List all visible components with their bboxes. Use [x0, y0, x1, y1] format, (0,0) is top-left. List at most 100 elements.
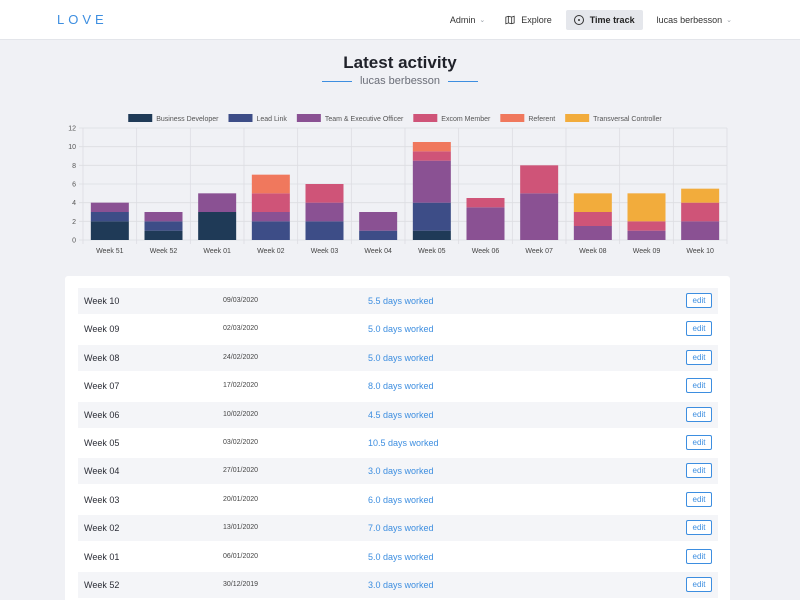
bar-segment	[144, 212, 183, 222]
legend-label: Excom Member	[441, 116, 491, 123]
bar-segment	[466, 207, 505, 240]
legend-swatch	[500, 114, 525, 122]
x-tick-label: Week 02	[257, 248, 285, 255]
edit-button[interactable]: edit	[686, 349, 712, 365]
edit-button[interactable]: edit	[686, 406, 712, 422]
bar-segment	[573, 193, 612, 212]
row-days-worked[interactable]: 6.0 days worked	[368, 494, 434, 505]
x-tick-label: Week 08	[579, 248, 607, 255]
edit-button[interactable]: edit	[686, 491, 712, 507]
edit-button[interactable]: edit	[686, 378, 712, 394]
row-date: 24/02/2020	[223, 353, 259, 361]
legend-swatch	[296, 114, 321, 122]
x-tick-label: Week 06	[472, 248, 500, 255]
x-tick-label: Week 04	[364, 248, 392, 255]
x-tick-label: Week 09	[633, 248, 661, 255]
bar-segment	[681, 188, 720, 203]
edit-button[interactable]: edit	[686, 463, 712, 479]
legend-label: Lead Link	[256, 116, 287, 123]
bar-segment	[627, 193, 666, 222]
bar-segment	[198, 193, 237, 212]
row-week: Week 09	[84, 324, 120, 335]
row-days-worked[interactable]: 10.5 days worked	[368, 438, 439, 448]
row-days-worked[interactable]: 4.5 days worked	[368, 409, 434, 420]
nav-admin[interactable]: Admin ⌄	[442, 10, 493, 30]
row-date: 30/12/2019	[223, 581, 259, 588]
nav-admin-label: Admin	[449, 15, 476, 25]
legend-swatch	[565, 114, 590, 122]
bar-segment	[412, 142, 451, 152]
nav-explore[interactable]: Explore	[497, 10, 560, 30]
activity-chart: Business Developer Lead Link Team & Execut…	[68, 114, 728, 255]
y-tick-label: 2	[72, 219, 76, 226]
bar-segment	[305, 202, 344, 222]
row-days-worked[interactable]: 7.0 days worked	[368, 523, 434, 534]
legend-label: Referent	[528, 116, 555, 123]
row-date: 10/02/2020	[223, 410, 259, 418]
row-days-worked[interactable]: 5.0 days worked	[368, 352, 434, 363]
bar-segment	[573, 226, 612, 240]
row-week: Week 03	[84, 494, 120, 505]
bar-segment	[198, 212, 237, 240]
y-tick-label: 4	[72, 200, 76, 207]
table-row: Week 02 13/01/2020 7.0 days worked edit	[78, 515, 718, 542]
x-tick-label: Week 03	[311, 248, 339, 255]
y-tick-label: 8	[72, 163, 76, 170]
row-days-worked[interactable]: 3.0 days worked	[368, 466, 434, 477]
table-row: Week 08 24/02/2020 5.0 days worked edit	[78, 344, 718, 371]
row-week: Week 01	[84, 551, 120, 562]
bar-segment	[251, 221, 290, 240]
legend-swatch	[228, 114, 253, 122]
bar-segment	[144, 230, 183, 240]
app-logo[interactable]: LOVE	[57, 12, 108, 27]
table-row: Week 09 02/03/2020 5.0 days worked edit	[78, 316, 718, 342]
x-tick-label: Week 51	[96, 248, 124, 255]
nav-time-track[interactable]: Time track	[565, 10, 643, 30]
nav-time-track-label: Time track	[589, 15, 635, 25]
bar-segment	[251, 212, 290, 222]
bar-segment	[627, 230, 666, 240]
row-week: Week 08	[84, 352, 120, 363]
edit-button[interactable]: edit	[686, 577, 712, 592]
row-days-worked[interactable]: 5.0 days worked	[368, 551, 434, 562]
bar-segment	[90, 202, 129, 212]
table-row: Week 10 09/03/2020 5.5 days worked edit	[78, 288, 718, 314]
row-week: Week 52	[84, 580, 120, 590]
weeks-table: Week 10 09/03/2020 5.5 days worked edit Week…	[65, 276, 730, 600]
row-days-worked[interactable]: 8.0 days worked	[368, 381, 434, 392]
subtitle-divider-left	[321, 80, 352, 82]
bar-segment	[90, 221, 129, 240]
bar-segment	[520, 193, 559, 240]
x-tick-label: Week 01	[203, 248, 231, 255]
row-days-worked[interactable]: 3.0 days worked	[368, 580, 434, 590]
bar-segment	[412, 151, 451, 161]
top-navbar: LOVE Admin ⌄ Explore Time track lucas be…	[0, 0, 800, 40]
bar-segment	[412, 160, 451, 203]
row-date: 17/02/2020	[223, 382, 259, 390]
table-row: Week 06 10/02/2020 4.5 days worked edit	[78, 401, 718, 428]
edit-button[interactable]: edit	[686, 293, 712, 308]
bar-segment	[466, 198, 505, 208]
subtitle-divider-right	[448, 80, 479, 82]
edit-button[interactable]: edit	[686, 520, 712, 536]
x-tick-label: Week 07	[525, 248, 553, 255]
bar-segment	[681, 202, 720, 222]
bar-segment	[412, 230, 451, 240]
bar-segment	[359, 212, 398, 231]
row-days-worked[interactable]: 5.5 days worked	[368, 296, 434, 306]
legend-swatch	[413, 114, 438, 122]
table-row: Week 03 20/01/2020 6.0 days worked edit	[78, 487, 718, 513]
edit-button[interactable]: edit	[686, 435, 712, 450]
x-tick-label: Week 10	[686, 248, 714, 255]
edit-button[interactable]: edit	[686, 321, 712, 337]
nav-user-menu[interactable]: lucas berbesson ⌄	[649, 10, 740, 30]
bar-segment	[359, 230, 398, 240]
row-days-worked[interactable]: 5.0 days worked	[368, 324, 434, 335]
bar-segment	[90, 212, 129, 222]
table-row: Week 07 17/02/2020 8.0 days worked edit	[78, 373, 718, 399]
page-subtitle-wrap: lucas berbesson	[0, 75, 800, 87]
edit-button[interactable]: edit	[686, 548, 712, 564]
row-date: 09/03/2020	[223, 297, 259, 304]
bar-segment	[251, 193, 290, 212]
y-tick-label: 10	[68, 144, 76, 151]
